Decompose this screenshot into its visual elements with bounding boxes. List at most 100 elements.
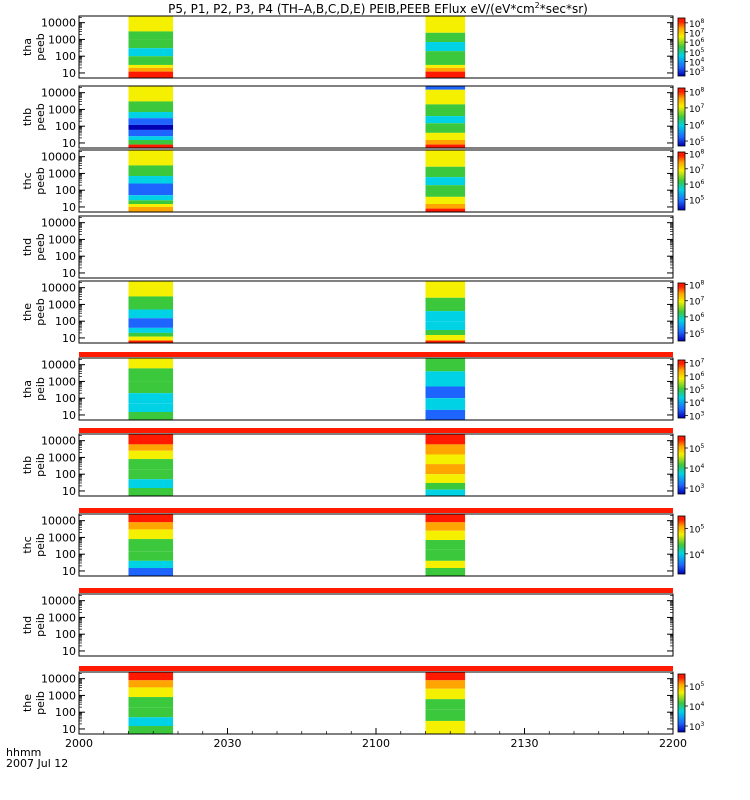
colorbar-tick-label: 106 (689, 312, 704, 324)
colorbar-exponent: 4 (700, 463, 704, 470)
energy-flux-band (128, 206, 174, 212)
energy-flux-band (425, 340, 466, 343)
y-tick-label: 100 (55, 706, 76, 719)
colorbar-exponent: 3 (700, 410, 704, 417)
y-tick-label: 10 (62, 723, 76, 736)
panel-frame (78, 433, 674, 497)
energy-flux-band (425, 398, 466, 410)
energy-flux-band (128, 86, 174, 102)
colorbar-tick-label: 104 (689, 397, 704, 409)
colorbar-tick-label: 105 (689, 384, 704, 396)
colorbar-base: 10 (689, 181, 701, 191)
energy-flux-band (425, 311, 466, 322)
energy-flux-band (425, 321, 466, 330)
colorbar-exponent: 6 (700, 37, 704, 44)
energy-flux-band (425, 489, 466, 496)
energy-flux-band (128, 697, 174, 708)
panel-probe-label: tha (21, 38, 34, 56)
energy-flux-band (128, 64, 174, 68)
panel-frame (78, 85, 674, 149)
colorbar-tick-label: 106 (689, 37, 704, 49)
energy-flux-band (128, 71, 174, 78)
y-tick-label: 10 (62, 137, 76, 150)
energy-flux-band (425, 709, 466, 721)
colorbar-exponent: 5 (700, 328, 704, 335)
y-tick-label: 1000 (48, 451, 76, 464)
colorbar-tick-label: 108 (689, 86, 704, 98)
colorbar-exponent: 7 (700, 358, 704, 365)
panel-thd-peeb: 10000 1000 100 10 thd peeb (21, 215, 674, 280)
colorbar-tick-label: 108 (689, 149, 704, 161)
energy-flux-band (128, 479, 174, 489)
colorbar-base: 10 (689, 196, 701, 206)
energy-flux-band (425, 185, 466, 197)
colorbar-exponent: 5 (700, 384, 704, 391)
colorbar-exponent: 7 (700, 296, 704, 303)
energy-flux-band (128, 568, 174, 576)
panel-frame (78, 215, 674, 279)
date-label: 2007 Jul 12 (6, 757, 68, 770)
colorbar-exponent: 5 (700, 681, 704, 688)
colorbar-base: 10 (689, 166, 701, 176)
colorbar-exponent: 7 (700, 103, 704, 110)
energy-flux-band (128, 522, 174, 530)
energy-flux-band (128, 450, 174, 460)
energy-flux-band (128, 680, 174, 688)
energy-flux-band (425, 16, 466, 33)
colorbar-base: 10 (689, 412, 701, 422)
colorbar-tick-label: 103 (689, 483, 704, 495)
y-tick-label: 100 (55, 468, 76, 481)
y-tick-label: 10 (62, 201, 76, 214)
panel-frame (78, 593, 674, 657)
colorbar-exponent: 6 (700, 371, 704, 378)
colorbar-exponent: 8 (700, 18, 704, 25)
x-tick-label: 2200 (659, 737, 687, 750)
x-tick-label: 2030 (214, 737, 242, 750)
energy-flux-band (128, 381, 174, 394)
y-tick-label: 1000 (48, 689, 76, 702)
energy-flux-band (128, 195, 174, 201)
energy-flux-band (425, 568, 466, 576)
colorbar-tick-label: 105 (689, 328, 704, 340)
energy-flux-band (425, 104, 466, 117)
y-tick-label: 1000 (48, 298, 76, 311)
energy-flux-band (425, 116, 466, 124)
colorbar-exponent: 5 (700, 524, 704, 531)
energy-flux-band (128, 514, 174, 523)
colorbar-base: 10 (689, 39, 701, 49)
energy-flux-band (128, 112, 174, 119)
colorbar-tick-label: 103 (689, 410, 704, 422)
panel-product-label: peeb (34, 103, 47, 131)
colorbar-exponent: 7 (700, 164, 704, 171)
panel-frame (78, 15, 674, 79)
panel-separator (79, 428, 673, 433)
colorbar-tick-label: 106 (689, 119, 704, 131)
colorbar-tick-label: 103 (689, 66, 704, 78)
colorbar-base: 10 (689, 298, 701, 308)
colorbar-exponent: 8 (700, 280, 704, 287)
colorbar-exponent: 6 (700, 119, 704, 126)
panel-probe-label: thd (21, 238, 34, 256)
energy-flux-band (128, 672, 174, 681)
panel-product-label: peib (34, 533, 47, 557)
energy-flux-band (425, 434, 466, 445)
panel-probe-label: thb (21, 108, 34, 126)
energy-flux-band (128, 16, 174, 32)
colorbar-exponent: 6 (700, 312, 704, 319)
y-tick-label: 10000 (41, 359, 76, 372)
panel-frame (78, 280, 674, 344)
y-tick-label: 10 (62, 332, 76, 345)
colorbar-base: 10 (689, 386, 701, 396)
colorbar-base: 10 (689, 330, 701, 340)
y-tick-label: 100 (55, 250, 76, 263)
energy-flux-band (128, 488, 174, 496)
panel-product-label: peib (34, 453, 47, 477)
title-text-end: *sec*sr) (540, 2, 588, 16)
x-tick-label: 2100 (362, 737, 390, 750)
colorbar (677, 435, 686, 495)
y-tick-label: 10000 (41, 435, 76, 448)
